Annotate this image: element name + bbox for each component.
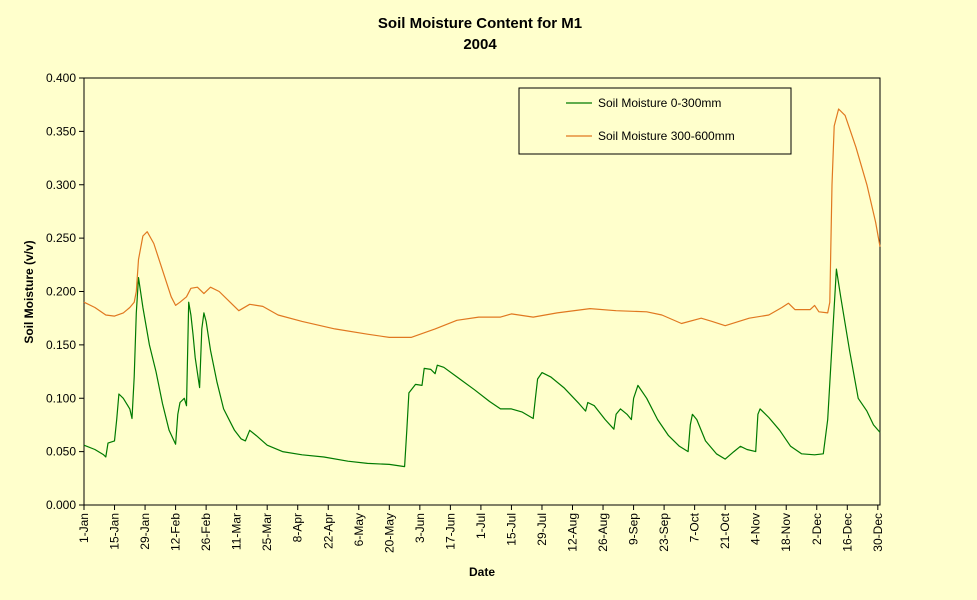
x-axis-title: Date bbox=[469, 565, 495, 579]
legend-box bbox=[518, 87, 792, 155]
x-tick-label: 18-Nov bbox=[779, 513, 793, 552]
x-tick-label: 16-Dec bbox=[840, 513, 854, 552]
y-tick-label: 0.000 bbox=[46, 498, 76, 512]
x-tick-label: 12-Aug bbox=[566, 513, 580, 552]
series-line-0-300mm bbox=[83, 268, 881, 468]
y-axis-title: Soil Moisture (v/v) bbox=[22, 240, 36, 343]
chart-subtitle: 2004 bbox=[463, 36, 497, 53]
y-tick-label: 0.250 bbox=[46, 231, 76, 245]
x-tick-label: 21-Oct bbox=[718, 512, 732, 549]
y-tick-label: 0.100 bbox=[46, 391, 76, 405]
x-tick-label: 8-Apr bbox=[291, 513, 305, 542]
y-tick-label: 0.050 bbox=[46, 445, 76, 459]
x-tick-label: 2-Dec bbox=[810, 513, 824, 545]
legend: Soil Moisture 0-300mm Soil Moisture 300-… bbox=[518, 87, 792, 155]
y-tick-label: 0.150 bbox=[46, 338, 76, 352]
chart-title: Soil Moisture Content for M1 bbox=[378, 15, 582, 32]
x-tick-label: 15-Jan bbox=[108, 513, 122, 550]
y-tick-label: 0.400 bbox=[46, 71, 76, 85]
x-tick-label: 29-Jan bbox=[138, 513, 152, 550]
x-tick-label: 11-Mar bbox=[230, 513, 244, 550]
x-tick-label: 26-Feb bbox=[199, 513, 213, 551]
x-tick-label: 1-Jan bbox=[77, 513, 91, 543]
y-axis-ticks: 0.000 0.050 0.100 0.150 0.200 0.250 0.300 0.350… bbox=[46, 71, 84, 512]
x-tick-label: 17-Jun bbox=[443, 513, 457, 550]
x-tick-label: 29-Jul bbox=[535, 513, 549, 546]
x-tick-label: 12-Feb bbox=[169, 513, 183, 551]
x-tick-label: 30-Dec bbox=[871, 513, 885, 552]
x-tick-label: 22-Apr bbox=[321, 513, 335, 549]
x-tick-label: 26-Aug bbox=[596, 513, 610, 552]
y-tick-label: 0.300 bbox=[46, 178, 76, 192]
x-tick-label: 4-Nov bbox=[749, 513, 763, 545]
legend-label-0-300mm: Soil Moisture 0-300mm bbox=[598, 96, 721, 110]
x-tick-label: 1-Jul bbox=[474, 513, 488, 539]
x-tick-label: 6-May bbox=[352, 513, 366, 546]
x-tick-label: 15-Jul bbox=[504, 513, 518, 546]
x-axis-ticks: 1-Jan 15-Jan 29-Jan 12-Feb 26-Feb 11-Mar 25-Ma… bbox=[77, 505, 885, 553]
x-tick-label: 3-Jun bbox=[413, 513, 427, 543]
legend-label-300-600mm: Soil Moisture 300-600mm bbox=[598, 129, 735, 143]
y-tick-label: 0.200 bbox=[46, 285, 76, 299]
x-tick-label: 9-Sep bbox=[627, 513, 641, 545]
x-tick-label: 25-Mar bbox=[260, 513, 274, 551]
x-tick-label: 20-May bbox=[382, 513, 396, 553]
y-tick-label: 0.350 bbox=[46, 124, 76, 138]
series-line-300-600mm bbox=[83, 108, 881, 338]
x-tick-label: 23-Sep bbox=[657, 513, 671, 552]
x-tick-label: 7-Oct bbox=[688, 512, 702, 542]
series-layer bbox=[83, 108, 881, 468]
